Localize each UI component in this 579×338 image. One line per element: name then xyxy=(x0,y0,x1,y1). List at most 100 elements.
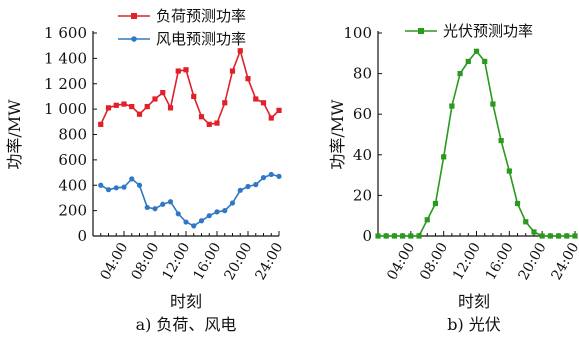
data-point xyxy=(564,233,570,239)
y-axis-label: 功率/MW xyxy=(5,99,24,170)
legend-marker xyxy=(131,13,137,19)
data-point xyxy=(253,182,259,188)
data-point xyxy=(457,71,463,77)
y-tick-label: 100 xyxy=(343,24,372,42)
legend-label: 负荷预测功率 xyxy=(156,7,246,25)
y-tick-label: 1 200 xyxy=(44,75,87,93)
data-point xyxy=(98,121,104,127)
data-point xyxy=(144,103,150,110)
data-point xyxy=(129,176,135,182)
legend-label: 光伏预测功率 xyxy=(443,22,533,40)
data-point xyxy=(198,218,205,224)
data-point xyxy=(160,201,166,207)
data-point xyxy=(498,137,504,144)
data-point xyxy=(506,168,512,174)
panel-b-pv-chart: 0 20 40 60 80 100 04:0008:0012:0016:0020:0024:… xyxy=(328,22,579,334)
x-tick-label: 24:00 xyxy=(548,240,579,283)
x-tick-label: 20:00 xyxy=(516,240,550,283)
data-point xyxy=(229,68,236,74)
y-tick-label: 80 xyxy=(353,65,372,83)
data-point xyxy=(400,233,406,239)
data-point xyxy=(113,102,119,108)
x-axis-label: 时刻 xyxy=(170,292,202,311)
data-point xyxy=(237,48,243,54)
data-point xyxy=(129,103,135,110)
y-tick-label: 800 xyxy=(58,126,87,144)
data-point xyxy=(276,173,282,179)
data-point xyxy=(441,154,447,160)
data-point xyxy=(191,93,197,100)
data-point xyxy=(276,107,282,113)
data-point xyxy=(555,233,562,239)
x-tick-label: 08:00 xyxy=(417,240,451,283)
data-point xyxy=(206,213,212,219)
y-tick-label: 60 xyxy=(353,105,372,123)
data-point xyxy=(214,209,220,215)
legend-marker xyxy=(418,28,424,34)
data-point xyxy=(183,219,189,225)
x-tick-label: 16:00 xyxy=(483,240,517,283)
data-point xyxy=(214,120,220,126)
data-point xyxy=(198,114,205,120)
y-tick-label: 0 xyxy=(77,227,87,245)
data-point xyxy=(424,217,430,223)
panel-a-load-wind-chart: 0 200 400 600 800 1 000 1 200 1 400 1 600 04:0008… xyxy=(5,7,286,334)
data-point xyxy=(245,183,251,190)
data-point xyxy=(175,68,181,74)
data-point xyxy=(260,175,267,181)
x-tick-label: 12:00 xyxy=(450,240,484,283)
data-point xyxy=(222,208,228,214)
y-tick-label: 200 xyxy=(58,202,87,220)
data-point xyxy=(473,48,480,54)
data-point xyxy=(206,121,212,127)
data-point xyxy=(523,219,529,225)
x-tick-label: 04:00 xyxy=(97,240,131,283)
data-point xyxy=(253,96,259,102)
data-point xyxy=(514,200,521,207)
data-point xyxy=(152,96,158,102)
panel-caption: b) 光伏 xyxy=(447,315,501,334)
x-tick-label: 20:00 xyxy=(221,240,255,283)
y-tick-label: 1 600 xyxy=(44,24,87,42)
data-point xyxy=(222,100,228,106)
data-point xyxy=(449,103,455,109)
panel-caption: a) 负荷、风电 xyxy=(136,315,237,334)
data-point xyxy=(121,184,127,190)
data-point xyxy=(237,187,243,193)
data-point xyxy=(136,182,143,188)
data-point xyxy=(572,233,578,239)
data-point xyxy=(121,101,127,107)
data-point xyxy=(539,233,545,239)
data-point xyxy=(465,58,471,65)
data-point xyxy=(391,233,398,239)
data-point xyxy=(245,76,251,82)
data-point xyxy=(375,233,381,239)
data-point xyxy=(268,171,274,178)
data-point xyxy=(408,233,414,239)
x-tick-label: 16:00 xyxy=(190,240,224,283)
data-point xyxy=(152,206,158,212)
data-point xyxy=(260,100,267,106)
data-point xyxy=(531,229,537,235)
y-tick-label: 0 xyxy=(362,227,372,245)
data-point xyxy=(268,115,274,121)
data-point xyxy=(547,233,553,239)
data-point xyxy=(105,105,112,111)
series-line xyxy=(378,50,575,237)
data-point xyxy=(167,199,174,205)
x-axis-label: 时刻 xyxy=(458,292,490,311)
data-point xyxy=(432,200,439,207)
y-tick-label: 1 400 xyxy=(44,49,87,67)
data-point xyxy=(144,204,150,211)
y-tick-label: 1 000 xyxy=(44,100,87,118)
data-point xyxy=(482,58,488,65)
data-point xyxy=(98,182,104,188)
data-point xyxy=(105,187,112,193)
x-tick-label: 04:00 xyxy=(384,240,418,283)
data-point xyxy=(416,233,422,239)
data-point xyxy=(167,105,174,111)
data-point xyxy=(229,200,236,206)
data-point xyxy=(191,223,197,229)
data-point xyxy=(175,211,181,217)
